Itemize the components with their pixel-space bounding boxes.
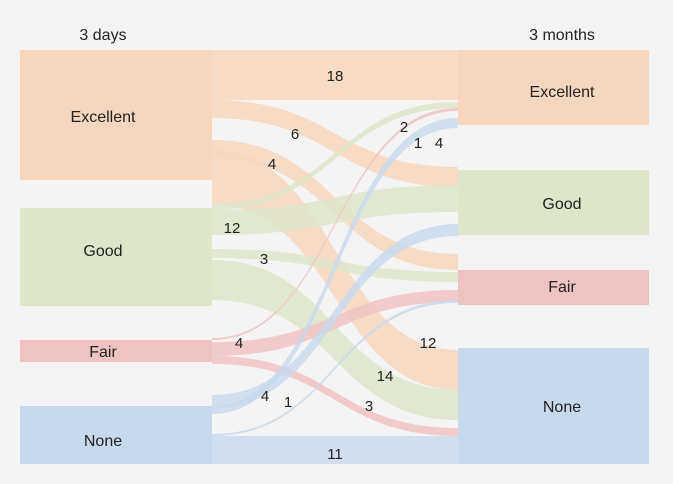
- flow-value-good-to-none: 14: [377, 368, 394, 385]
- left-node-label-fair: Fair: [89, 344, 117, 361]
- flow-value-none-to-none: 11: [327, 446, 343, 463]
- flow-value-excellent-to-excellent: 18: [327, 68, 344, 85]
- flow-value-good-to-fair: 3: [260, 251, 268, 268]
- right-node-good: [458, 170, 649, 235]
- left-node-good: [20, 208, 212, 306]
- header-right: 3 months: [529, 27, 595, 44]
- flow-value-excellent-to-good: 6: [291, 126, 299, 143]
- left-node-label-none: None: [84, 433, 122, 450]
- flow-none-to-none: [212, 436, 458, 464]
- flow-good-to-good: [212, 185, 458, 235]
- flow-value-none-to-fair: 1: [284, 394, 292, 411]
- flow-none-to-fair: [212, 300, 458, 436]
- right-node-label-good: Good: [542, 196, 581, 213]
- flow-good-to-none: [212, 260, 458, 420]
- flow-value-fair-to-none: 3: [365, 398, 373, 415]
- right-node-none: [458, 348, 649, 464]
- flow-value-excellent-to-none: 12: [420, 335, 437, 352]
- right-node-excellent: [458, 50, 649, 125]
- right-node-fair: [458, 270, 649, 305]
- flow-excellent-to-excellent: [212, 50, 458, 100]
- flow-value-good-to-excellent: 2: [400, 119, 408, 136]
- right-node-label-none: None: [543, 399, 581, 416]
- flow-none-to-excellent: [212, 118, 458, 414]
- flow-value-fair-to-fair: 4: [235, 335, 243, 352]
- flow-value-none-to-good: 4: [261, 388, 269, 405]
- left-node-label-good: Good: [83, 243, 122, 260]
- right-node-label-fair: Fair: [548, 279, 576, 296]
- flow-fair-to-none: [212, 356, 458, 436]
- flow-excellent-to-good: [212, 100, 458, 187]
- flow-value-none-to-excellent: 4: [435, 135, 443, 152]
- flow-value-fair-to-excellent: 1: [414, 135, 422, 152]
- flow-fair-to-excellent: [212, 108, 458, 340]
- flow-good-to-excellent: [212, 102, 458, 210]
- nodes-layer: [20, 50, 649, 464]
- left-node-excellent: [20, 50, 212, 180]
- flows-layer: [212, 50, 458, 464]
- flow-value-excellent-to-fair: 4: [268, 156, 276, 173]
- flow-fair-to-fair: [212, 290, 458, 356]
- right-node-label-excellent: Excellent: [530, 84, 595, 101]
- labels-layer: 3 days 3 months Excellent Good Fair None Exc…: [71, 27, 595, 450]
- header-left: 3 days: [79, 27, 126, 44]
- left-node-none: [20, 406, 212, 464]
- flow-value-good-to-good: 12: [224, 220, 241, 237]
- left-node-fair: [20, 340, 212, 362]
- left-node-label-excellent: Excellent: [71, 109, 136, 126]
- flow-none-to-good: [212, 224, 458, 408]
